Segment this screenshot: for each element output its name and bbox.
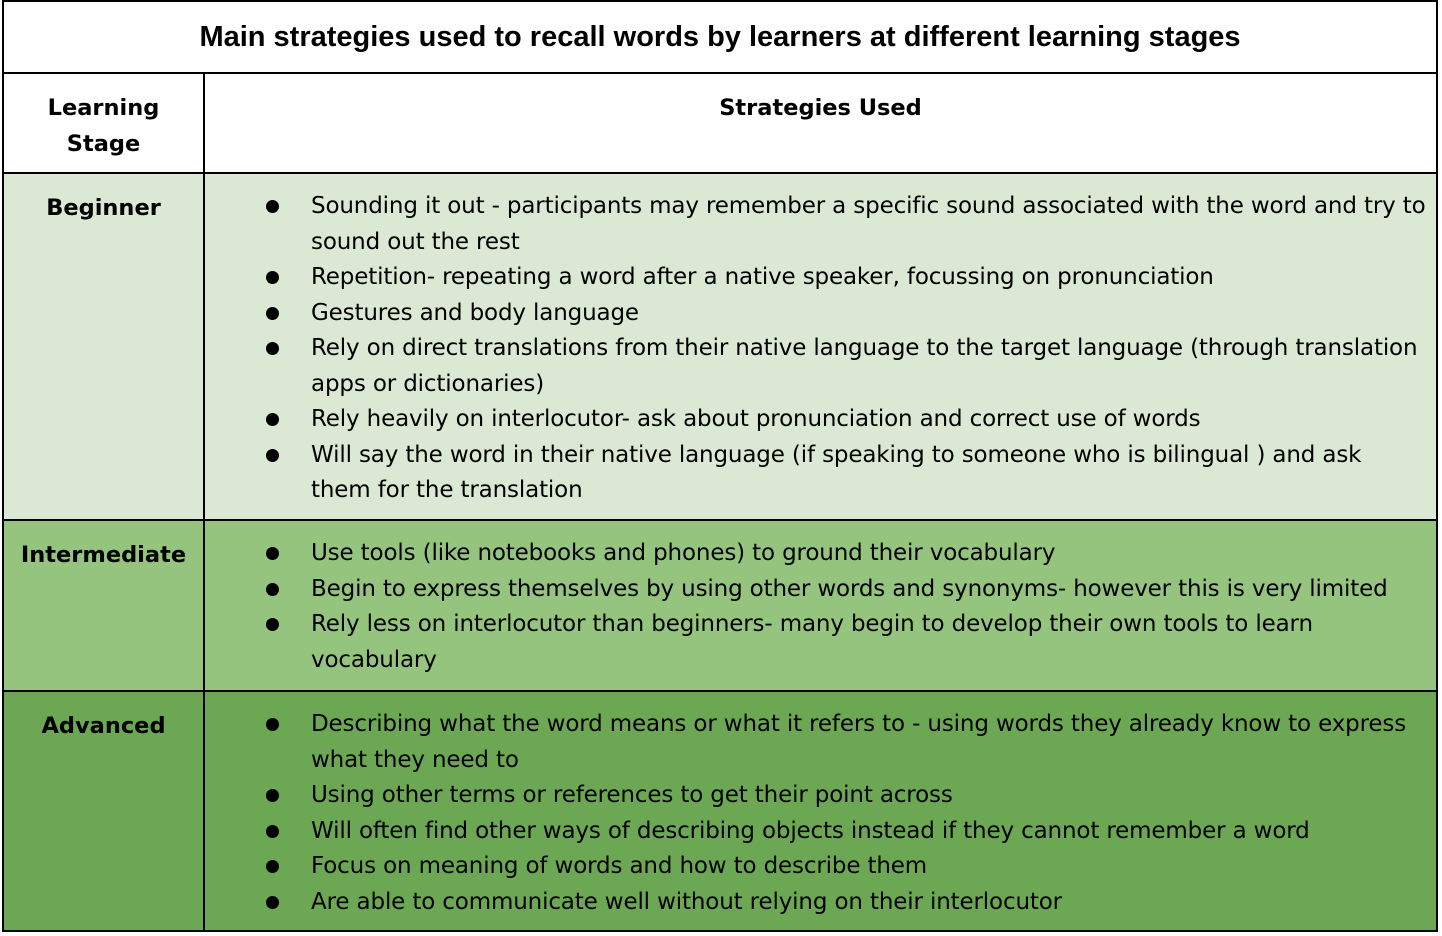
- list-item: Focus on meaning of words and how to des…: [205, 849, 1426, 885]
- strategies-cell: Describing what the word means or what i…: [205, 692, 1436, 930]
- header-learning-stage: Learning Stage: [4, 74, 205, 172]
- table-body: Learning Stage Strategies Used Beginner …: [4, 74, 1436, 930]
- table-row-advanced: Advanced Describing what the word means …: [4, 692, 1436, 930]
- list-item: Rely on direct translations from their n…: [205, 331, 1426, 402]
- list-item: Repetition- repeating a word after a nat…: [205, 260, 1426, 296]
- list-item-text: Gestures and body language: [311, 299, 639, 326]
- bullet-icon: [266, 547, 279, 560]
- bullet-icon: [266, 342, 279, 355]
- list-item: Are able to communicate well without rel…: [205, 885, 1426, 921]
- bullet-icon: [266, 860, 279, 873]
- list-item: Will often find other ways of describing…: [205, 814, 1426, 850]
- list-item-text: Sounding it out - participants may remem…: [311, 193, 1426, 255]
- list-item-text: Use tools (like notebooks and phones) to…: [311, 540, 1056, 566]
- list-item-text: Repetition- repeating a word after a nat…: [311, 264, 1214, 290]
- bullet-icon: [266, 448, 279, 462]
- bullet-icon: [266, 618, 279, 631]
- bullet-icon: [266, 413, 279, 426]
- bullet-icon: [266, 718, 279, 731]
- list-item-text: Are able to communicate well without rel…: [311, 888, 1062, 915]
- list-item-text: Rely less on interlocutor than beginners…: [311, 611, 1313, 673]
- list-item: Gestures and body language: [205, 296, 1426, 332]
- bullet-icon: [266, 200, 279, 213]
- bullet-icon: [266, 895, 279, 909]
- list-item: Use tools (like notebooks and phones) to…: [205, 536, 1426, 572]
- stage-cell: Beginner: [4, 174, 205, 519]
- stage-cell: Advanced: [4, 692, 205, 930]
- stage-cell: Intermediate: [4, 521, 205, 690]
- bullet-icon: [266, 824, 279, 838]
- list-item-text: Begin to express themselves by using oth…: [311, 575, 1388, 602]
- table-row-beginner: Beginner Sounding it out - participants …: [4, 174, 1436, 521]
- list-item-text: Describing what the word means or what i…: [311, 711, 1407, 773]
- list-item: Rely less on interlocutor than beginners…: [205, 607, 1426, 678]
- list-item: Will say the word in their native langua…: [205, 438, 1426, 509]
- table-title: Main strategies used to recall words by …: [4, 2, 1436, 74]
- bullet-icon: [266, 789, 279, 802]
- header-strategies-used: Strategies Used: [719, 95, 922, 121]
- bullet-icon: [266, 271, 279, 284]
- list-item: Sounding it out - participants may remem…: [205, 189, 1426, 260]
- bullet-icon: [266, 582, 279, 596]
- header-row: Learning Stage Strategies Used: [4, 74, 1436, 174]
- list-item-text: Focus on meaning of words and how to des…: [311, 853, 928, 879]
- bullet-icon: [266, 306, 279, 320]
- list-item: Rely heavily on interlocutor- ask about …: [205, 402, 1426, 438]
- header-learning-stage-label: Learning Stage: [47, 95, 160, 157]
- list-item-text: Will say the word in their native langua…: [311, 441, 1362, 504]
- strategy-list: Use tools (like notebooks and phones) to…: [205, 536, 1426, 678]
- list-item-text: Rely on direct translations from their n…: [311, 335, 1418, 397]
- strategy-list: Describing what the word means or what i…: [205, 707, 1426, 920]
- list-item: Describing what the word means or what i…: [205, 707, 1426, 778]
- list-item-text: Will often find other ways of describing…: [311, 817, 1310, 844]
- list-item: Begin to express themselves by using oth…: [205, 572, 1426, 608]
- strategies-cell: Use tools (like notebooks and phones) to…: [205, 521, 1436, 690]
- list-item: Using other terms or references to get t…: [205, 778, 1426, 814]
- strategy-list: Sounding it out - participants may remem…: [205, 189, 1426, 509]
- list-item-text: Rely heavily on interlocutor- ask about …: [311, 406, 1201, 432]
- table-row-intermediate: Intermediate Use tools (like notebooks a…: [4, 521, 1436, 692]
- list-item-text: Using other terms or references to get t…: [311, 782, 953, 808]
- strategies-cell: Sounding it out - participants may remem…: [205, 174, 1436, 519]
